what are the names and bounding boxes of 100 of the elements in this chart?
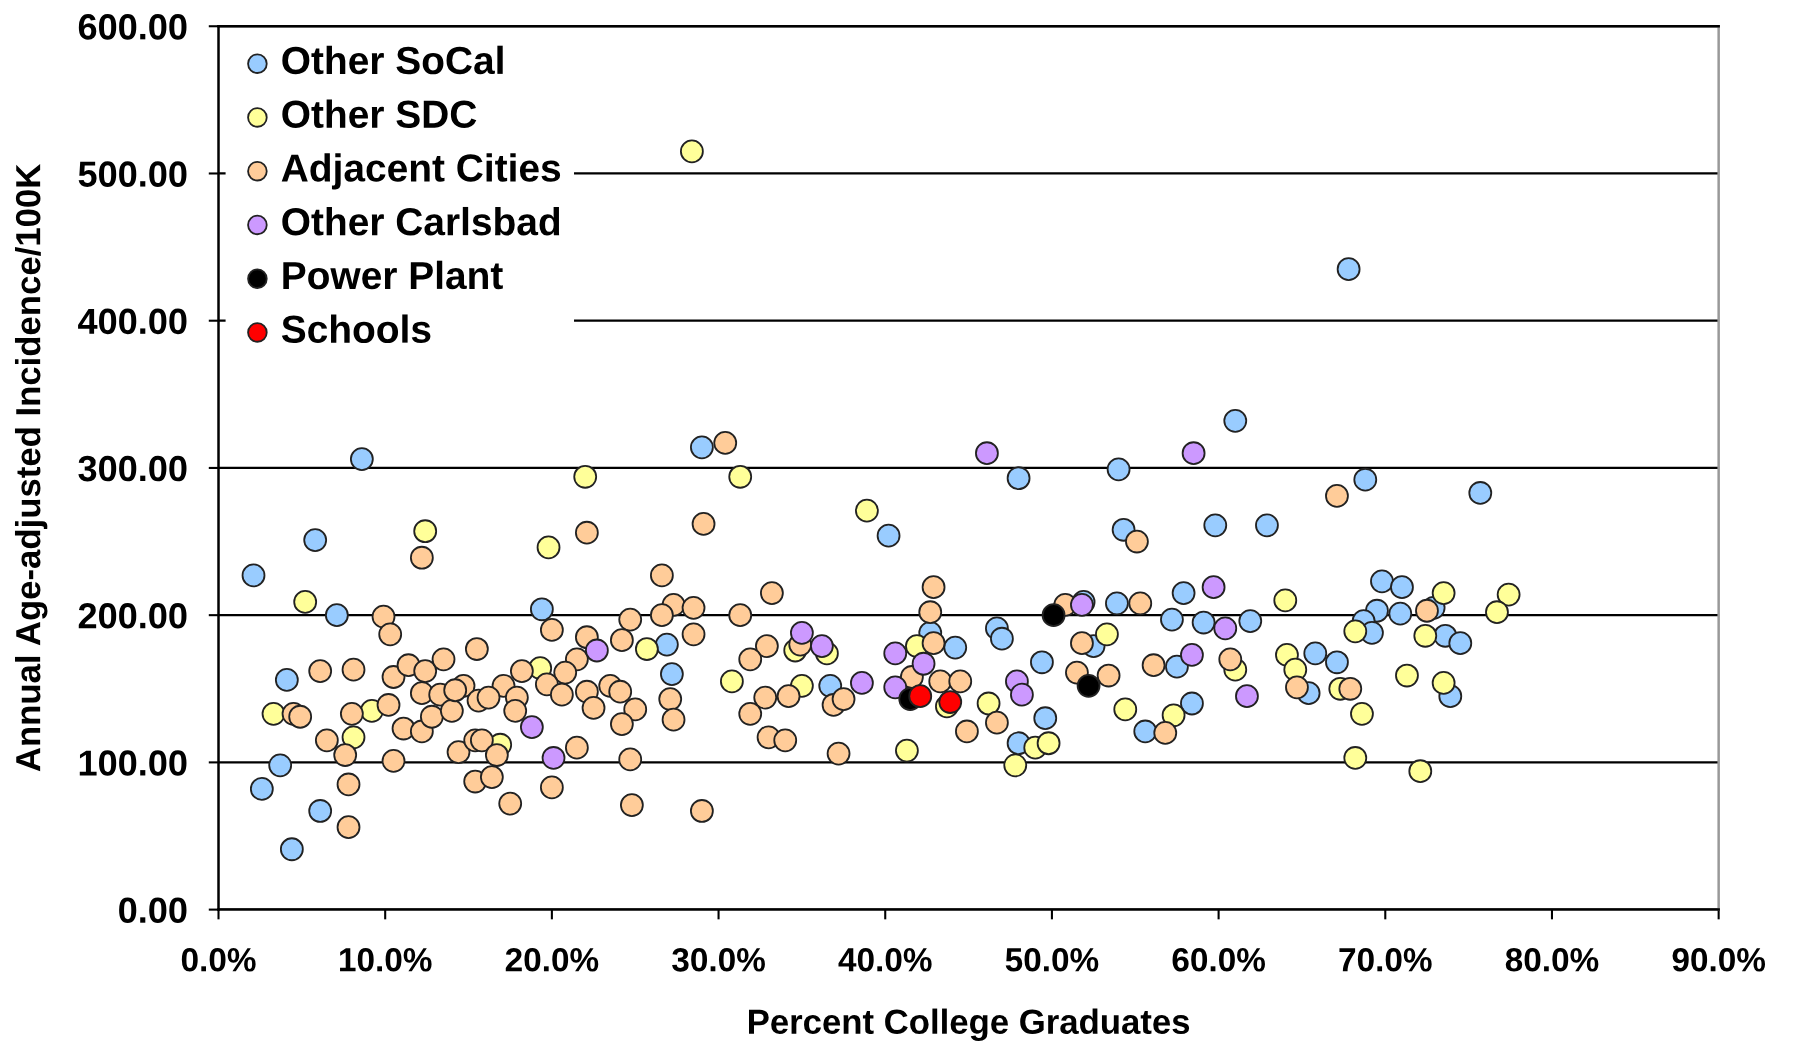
x-tick-label: 20.0% <box>505 948 599 972</box>
point <box>908 684 933 709</box>
point <box>1106 457 1131 482</box>
point <box>1255 513 1279 538</box>
point <box>1350 701 1374 726</box>
point <box>1010 682 1034 707</box>
point <box>1238 609 1263 633</box>
point <box>536 535 561 560</box>
point <box>529 597 554 622</box>
x-tick-label: 50.0% <box>1005 948 1099 972</box>
point <box>1213 616 1238 641</box>
point <box>790 620 814 645</box>
point <box>1496 582 1521 607</box>
legend-label: Power Plant <box>283 260 503 290</box>
point <box>1133 719 1158 744</box>
point <box>1390 575 1414 600</box>
point <box>895 738 919 763</box>
point <box>850 670 874 695</box>
point <box>1095 622 1119 647</box>
point <box>680 139 704 164</box>
point <box>584 638 609 663</box>
point <box>1180 643 1204 667</box>
point <box>654 632 679 657</box>
point <box>268 753 293 778</box>
point <box>1370 569 1394 594</box>
legend-label: Other Carlsbad <box>282 206 560 236</box>
y-tick-label: 100.00 <box>79 750 187 776</box>
point <box>249 777 274 801</box>
point <box>324 603 349 628</box>
point <box>634 637 659 661</box>
point <box>1448 631 1473 656</box>
point <box>876 523 901 548</box>
point <box>1431 670 1456 695</box>
point <box>976 691 1001 716</box>
point <box>1201 575 1226 600</box>
point <box>1105 591 1129 616</box>
point <box>883 641 908 666</box>
point <box>241 563 266 588</box>
y-axis-title: Annual Age-adjusted Incidence/100K <box>14 164 48 772</box>
point <box>303 528 328 552</box>
legend-label: Other SDC <box>282 99 477 129</box>
point <box>943 635 968 660</box>
point <box>1165 654 1189 679</box>
point <box>1273 588 1298 613</box>
point <box>1003 753 1028 778</box>
point <box>1191 610 1216 635</box>
x-axis-title: Percent College Graduates <box>749 1008 1190 1042</box>
legend-label: Schools <box>281 314 431 344</box>
x-tick-label: 90.0% <box>1672 948 1766 972</box>
x-tick-label: 10.0% <box>340 948 432 972</box>
point <box>1161 703 1186 728</box>
point <box>1485 600 1509 625</box>
point <box>274 668 299 692</box>
point <box>341 725 366 750</box>
point <box>1395 663 1419 688</box>
point <box>1235 684 1259 709</box>
y-tick-label: 0.00 <box>119 897 187 924</box>
y-tick-label: 300.00 <box>78 455 187 482</box>
point <box>293 590 318 614</box>
y-tick-label: 600.00 <box>78 14 187 40</box>
x-tick-label: 30.0% <box>672 948 765 972</box>
point <box>1413 623 1438 648</box>
point <box>261 701 286 726</box>
point <box>660 662 684 686</box>
y-tick-label: 200.00 <box>78 603 187 629</box>
point <box>1076 673 1101 698</box>
point <box>1033 706 1058 731</box>
point <box>1343 746 1368 770</box>
point <box>1160 607 1184 632</box>
point <box>1468 481 1493 505</box>
point <box>413 519 438 544</box>
x-tick-label: 40.0% <box>838 948 932 972</box>
point <box>855 498 879 523</box>
point <box>810 634 834 658</box>
point <box>720 669 744 694</box>
point <box>975 441 999 466</box>
point <box>1030 650 1054 675</box>
point <box>308 799 333 823</box>
legend-label: Adjacent Cities <box>281 153 561 190</box>
point <box>911 651 936 676</box>
point <box>1171 581 1196 605</box>
point <box>1006 466 1031 491</box>
point <box>519 715 544 739</box>
point <box>1203 513 1228 538</box>
point <box>1223 408 1248 433</box>
point <box>1181 441 1206 466</box>
point <box>1408 759 1433 784</box>
point <box>690 435 714 460</box>
point <box>1036 731 1061 756</box>
point <box>728 464 753 489</box>
legend-label: Other SoCal <box>282 45 503 75</box>
point <box>541 746 566 770</box>
point <box>1180 691 1204 716</box>
point <box>279 837 304 862</box>
point <box>883 675 908 700</box>
x-tick-label: 60.0% <box>1172 948 1265 972</box>
y-tick-label: 500.00 <box>78 161 187 187</box>
x-tick-label: 70.0% <box>1339 948 1432 972</box>
point <box>349 447 374 471</box>
point <box>1113 697 1138 722</box>
